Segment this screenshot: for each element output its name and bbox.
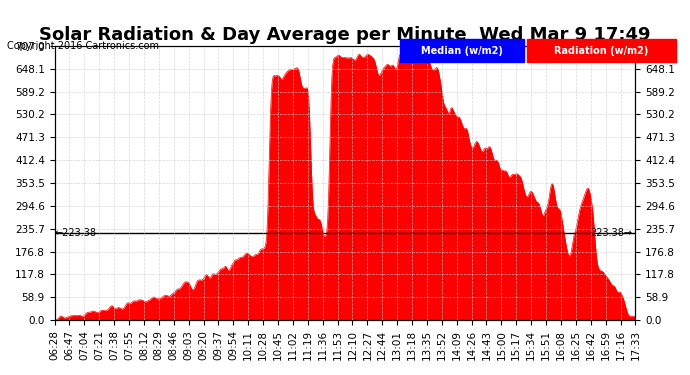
Bar (400, 39, 524, 62)
Text: Radiation (w/m2): Radiation (w/m2) (555, 46, 649, 56)
Text: Copyright 2016 Cartronics.com: Copyright 2016 Cartronics.com (7, 41, 159, 51)
Title: Solar Radiation & Day Average per Minute  Wed Mar 9 17:49: Solar Radiation & Day Average per Minute… (39, 26, 651, 44)
Text: Median (w/m2): Median (w/m2) (422, 46, 503, 56)
Text: ←223.38: ←223.38 (55, 228, 97, 238)
Bar (527, 39, 676, 62)
Text: 223.38→: 223.38→ (591, 228, 633, 238)
